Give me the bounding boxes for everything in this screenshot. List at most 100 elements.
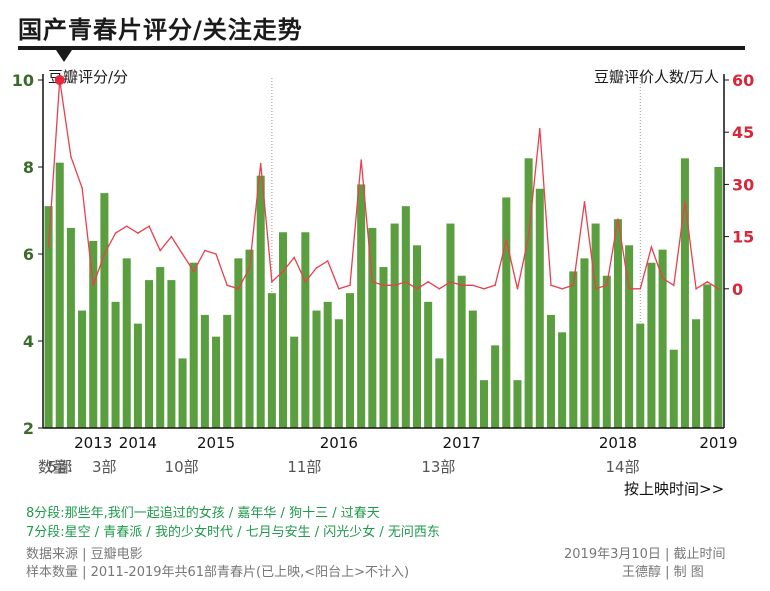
reviewer-count-point (393, 284, 396, 287)
reviewer-count-point (438, 288, 441, 290)
count-label: 3部 (91, 458, 117, 476)
score-bar (133, 323, 142, 428)
score-bar (100, 193, 109, 428)
score-bar (334, 319, 343, 428)
year-label: 2017 (443, 434, 481, 452)
count-label: 13部 (421, 458, 456, 476)
score-bar (703, 284, 712, 428)
pointer-triangle-icon (56, 50, 72, 62)
right-axis-tick-label: 60 (732, 71, 754, 90)
reviewer-count-point (684, 201, 686, 203)
reviewer-count-point (405, 281, 407, 283)
score-bar (680, 158, 689, 429)
score-bar (424, 301, 433, 428)
score-bar (524, 158, 533, 429)
score-bar (200, 314, 209, 428)
score-bar (390, 223, 399, 428)
year-label: 2013 (74, 434, 112, 452)
reviewer-count-point (561, 288, 563, 290)
legend-7-score-films: 7分段:星空 / 青春派 / 我的少女时代 / 七月与安生 / 闪光少女 / 无… (26, 525, 440, 540)
count-label: 5部 (47, 458, 72, 476)
reviewer-count-point (237, 288, 240, 290)
reviewer-count-point (114, 232, 117, 234)
score-bar (558, 332, 567, 428)
score-bar (178, 358, 187, 428)
reviewer-count-point (639, 288, 642, 290)
year-label: 2018 (599, 434, 637, 452)
score-bar (78, 310, 87, 428)
reviewer-count-point (338, 288, 340, 290)
reviewer-count-point (505, 239, 508, 241)
reviewer-count-point (460, 284, 463, 287)
score-bar (89, 240, 98, 428)
reviewer-count-point (92, 284, 95, 287)
reviewer-count-point (483, 288, 485, 290)
score-bar (636, 323, 645, 428)
score-bar (535, 188, 544, 428)
reviewer-count-point (271, 281, 273, 283)
score-bar (491, 345, 500, 428)
reviewer-count-point (70, 155, 72, 158)
score-bar (714, 167, 723, 428)
score-bar (368, 227, 377, 428)
right-axis-tick-label: 30 (732, 175, 754, 194)
year-label: 2016 (320, 434, 358, 452)
reviewer-count-point (449, 281, 452, 283)
score-bar (513, 380, 522, 428)
score-bar (435, 358, 444, 428)
reviewer-count-point (137, 232, 139, 234)
score-bar (290, 336, 299, 428)
year-label: 2015 (197, 434, 235, 452)
score-bar (167, 280, 176, 428)
reviewer-count-point (170, 235, 173, 238)
left-axis-tick-label: 8 (23, 158, 34, 177)
score-bar (602, 275, 611, 428)
reviewer-count-point (583, 201, 586, 203)
score-bar (658, 249, 667, 428)
reviewer-count-point (661, 277, 664, 280)
reviewer-count-point (282, 270, 284, 273)
score-bar (625, 245, 634, 428)
reviewer-count-point (315, 267, 318, 269)
reviewer-count-point (360, 159, 362, 161)
reviewer-count-point (538, 127, 541, 130)
reviewer-count-point (304, 281, 307, 283)
score-bar (55, 162, 64, 428)
reviewer-count-point (717, 288, 720, 290)
left-axis-tick-label: 4 (23, 332, 34, 351)
score-bar (267, 293, 276, 428)
score-bar (569, 271, 578, 428)
reviewer-count-point (326, 260, 329, 262)
score-bar (44, 206, 53, 428)
reviewer-count-point (293, 256, 295, 259)
reviewer-count-point (148, 225, 150, 227)
reviewer-count-point (650, 246, 653, 248)
left-axis-tick-label: 10 (12, 71, 34, 90)
score-bar (580, 258, 589, 428)
reviewer-count-point (550, 284, 552, 287)
reviewer-count-point (248, 267, 251, 269)
count-label: 14部 (605, 458, 640, 476)
score-bar (145, 280, 154, 428)
legend-8-score-films: 8分段:那些年,我们一起追过的女孩 / 嘉年华 / 狗十三 / 过春天 (26, 506, 380, 521)
score-bar (412, 245, 422, 428)
right-axis-title: 豆瓣评价人数/万人 (594, 68, 720, 86)
year-label: 2019 (699, 434, 737, 452)
reviewer-count-point (494, 284, 496, 287)
left-axis-tick-label: 2 (23, 419, 34, 438)
score-bar (323, 301, 332, 428)
reviewer-count-point (103, 253, 106, 255)
reviewer-count-point (181, 253, 184, 255)
reviewer-count-point (605, 284, 608, 287)
score-bar (591, 223, 600, 428)
reviewer-count-point (125, 225, 128, 227)
reviewer-count-point (371, 281, 374, 283)
footer-sample: 样本数量 | 2011-2019年共61部青春片(已上映,<阳台上>不计入) (26, 565, 410, 580)
reviewer-count-point (594, 288, 597, 290)
score-bar (647, 262, 656, 428)
reviewer-count-point (47, 246, 50, 248)
count-label: 10部 (164, 458, 199, 476)
right-axis-tick-label: 15 (732, 228, 754, 247)
reviewer-count-point (215, 253, 217, 255)
